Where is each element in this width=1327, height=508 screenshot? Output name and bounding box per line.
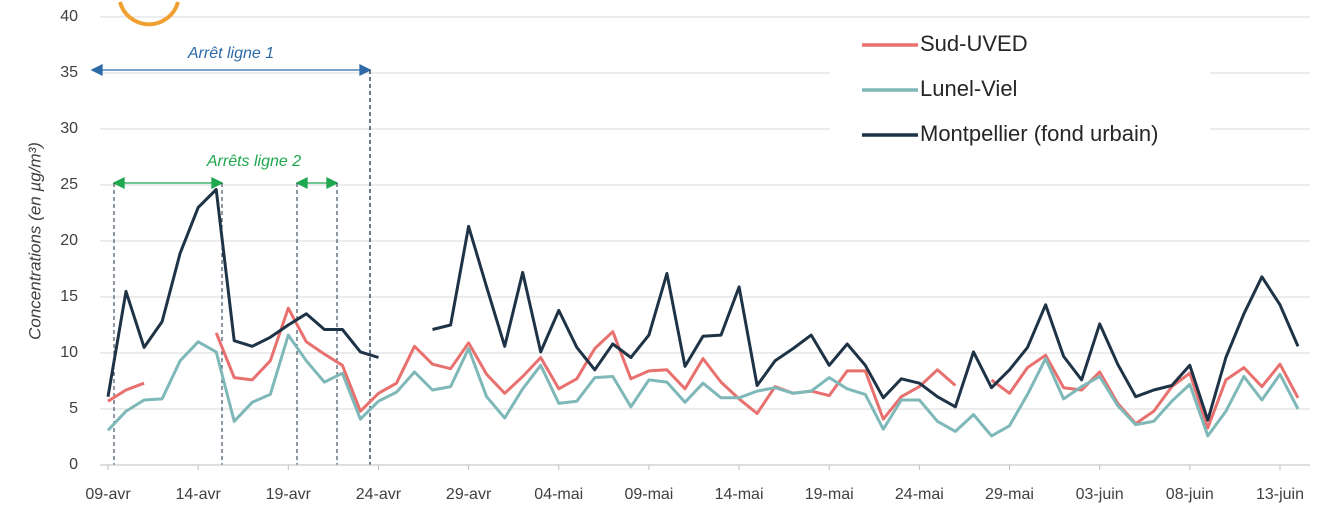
arrow-head xyxy=(359,63,372,77)
x-tick-label: 08-juin xyxy=(1166,486,1214,503)
x-tick-label: 04-mai xyxy=(534,486,583,503)
x-tick-label: 14-avr xyxy=(175,486,221,503)
y-axis-label: Concentrations (en µg/m³) xyxy=(25,142,44,340)
x-tick-label: 03-juin xyxy=(1076,486,1124,503)
arrow-head xyxy=(112,176,125,190)
series-line xyxy=(106,333,1300,438)
y-tick-label: 5 xyxy=(69,400,78,417)
x-tick-label: 29-avr xyxy=(446,486,492,503)
legend-label: Lunel-Viel xyxy=(920,76,1017,101)
annotation: Arrêts ligne 2 xyxy=(206,153,301,170)
x-tick-label: 24-avr xyxy=(356,486,402,503)
series-line xyxy=(107,306,1300,430)
x-tick-label: 19-avr xyxy=(266,486,312,503)
arrow-head xyxy=(90,63,103,77)
arrow-head xyxy=(211,176,224,190)
x-tick-label: 29-mai xyxy=(985,486,1034,503)
legend-box xyxy=(830,25,1210,160)
legend-label: Sud-UVED xyxy=(920,31,1028,56)
series-line xyxy=(106,188,1300,422)
legend-label: Montpellier (fond urbain) xyxy=(920,121,1158,146)
y-tick-label: 0 xyxy=(69,456,78,473)
y-tick-label: 20 xyxy=(60,232,78,249)
y-tick-label: 30 xyxy=(60,120,78,137)
x-tick-label: 24-mai xyxy=(895,486,944,503)
y-tick-label: 35 xyxy=(60,64,78,81)
x-tick-label: 09-avr xyxy=(85,486,131,503)
y-tick-label: 10 xyxy=(60,344,78,361)
x-tick-label: 13-juin xyxy=(1256,486,1304,503)
y-tick-label: 25 xyxy=(60,176,78,193)
x-tick-label: 14-mai xyxy=(715,486,764,503)
x-tick-label: 19-mai xyxy=(805,486,854,503)
logo-arc xyxy=(118,1,180,27)
x-tick-label: 09-mai xyxy=(624,486,673,503)
y-tick-label: 15 xyxy=(60,288,78,305)
arrow-head xyxy=(326,176,339,190)
y-tick-label: 40 xyxy=(60,8,78,25)
arrow-head xyxy=(295,176,308,190)
annotation: Arrêt ligne 1 xyxy=(187,45,274,62)
annotations: Arrêt ligne 1 Arrêts ligne 2 xyxy=(90,45,372,465)
